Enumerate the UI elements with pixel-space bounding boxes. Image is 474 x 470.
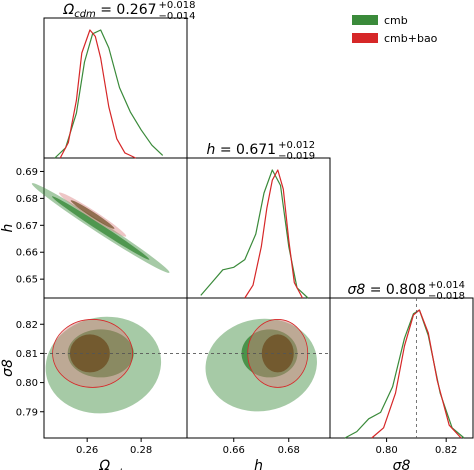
- ytick-label-h-4: 0.65: [16, 275, 38, 286]
- title-h-upper: +0.012: [278, 140, 315, 151]
- xlabel-h: h: [254, 458, 263, 470]
- xtick-label-omega-0: 0.26: [76, 445, 98, 456]
- title-h-main: h = 0.671: [207, 142, 277, 158]
- marginal-h-cmb+bao: [244, 169, 304, 299]
- contour-omega-h-bao-68: [70, 200, 115, 229]
- title-omega: Ωcdm = 0.267 +0.018−0.014: [63, 0, 196, 22]
- title-sigma8: σ8 = 0.808 +0.014−0.018: [348, 280, 466, 302]
- ytick-label-s8-3: 0.79: [16, 407, 38, 418]
- legend-label-1: cmb+bao: [384, 32, 438, 45]
- legend-label-0: cmb: [384, 14, 408, 27]
- title-sigma8-lower: −0.018: [428, 291, 465, 302]
- ytick-label-h-1: 0.68: [16, 194, 38, 205]
- ytick-label-s8-2: 0.80: [16, 378, 38, 389]
- ylabel-h: h: [0, 224, 16, 233]
- title-omega-upper: +0.018: [159, 0, 196, 11]
- title-sigma8-main: σ8 = 0.808: [348, 282, 427, 298]
- title-omega-lower: −0.014: [159, 11, 196, 22]
- marginal-omega-cmb+bao: [59, 29, 136, 159]
- xtick-label-omega-1: 0.28: [130, 445, 152, 456]
- contour-omega-h-cmb-68: [51, 196, 150, 260]
- marginal-omega-cmb: [54, 29, 164, 159]
- ytick-label-s8-1: 0.81: [16, 349, 38, 360]
- panel-frame-0-0: [43, 17, 188, 159]
- ytick-label-h-2: 0.67: [16, 221, 38, 232]
- xtick-label-sigma8-1: 0.82: [435, 445, 457, 456]
- contour-omega-s8-bao-68: [69, 334, 110, 373]
- title-h-lower: −0.019: [278, 151, 315, 162]
- xtick-label-h-1: 0.68: [278, 445, 300, 456]
- panel-frame-1-1: [186, 157, 331, 299]
- panel-frame-2-2: [329, 297, 474, 439]
- marginal-sigma8-cmb: [344, 309, 465, 439]
- title-omega-main: Ωcdm = 0.267: [63, 2, 157, 20]
- title-h: h = 0.671 +0.012−0.019: [207, 140, 316, 162]
- ylabel-sigma8: σ8: [0, 359, 16, 377]
- xtick-label-sigma8-0: 0.80: [375, 445, 397, 456]
- xtick-label-h-0: 0.66: [223, 445, 245, 456]
- ytick-label-h-3: 0.66: [16, 248, 38, 259]
- xlabel-omega: Ωcdm: [98, 458, 132, 470]
- xlabel-sigma8: σ8: [393, 458, 411, 470]
- ytick-label-s8-0: 0.82: [16, 320, 38, 331]
- legend-swatch-0: [352, 15, 378, 25]
- ytick-label-h-0: 0.69: [16, 167, 38, 178]
- legend-swatch-1: [352, 33, 378, 43]
- title-sigma8-upper: +0.014: [428, 280, 465, 291]
